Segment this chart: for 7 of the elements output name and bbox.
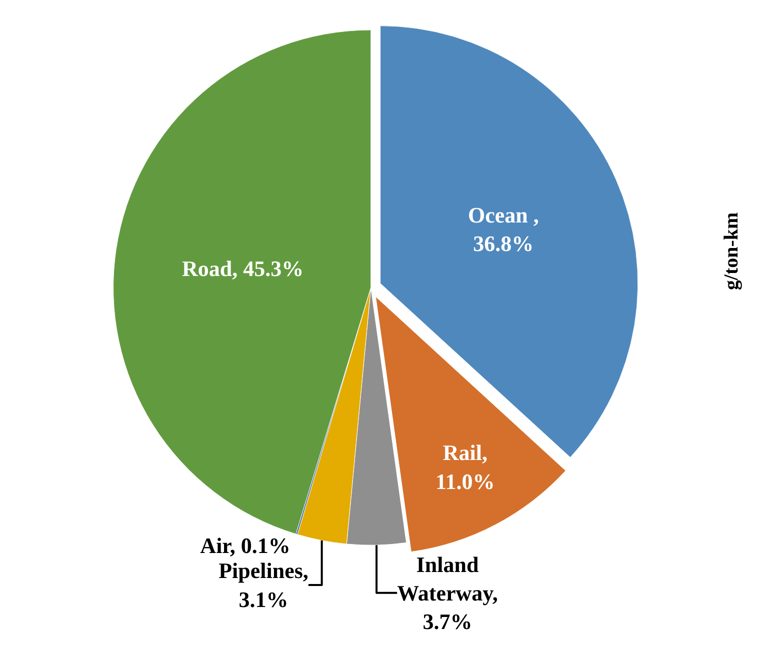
slice-label: Road, 45.3% [182,256,304,281]
text: g/ton-km [720,212,742,290]
slice-label: Inland Waterway, 3.7% [397,552,498,634]
slice-label: Rail, 11.0% [436,440,495,494]
slice-label: Pipelines, 3.1% [218,558,308,612]
slice-label: Air, 0.1% [200,533,290,558]
slice-label: Ocean , 36.8% [468,202,539,256]
